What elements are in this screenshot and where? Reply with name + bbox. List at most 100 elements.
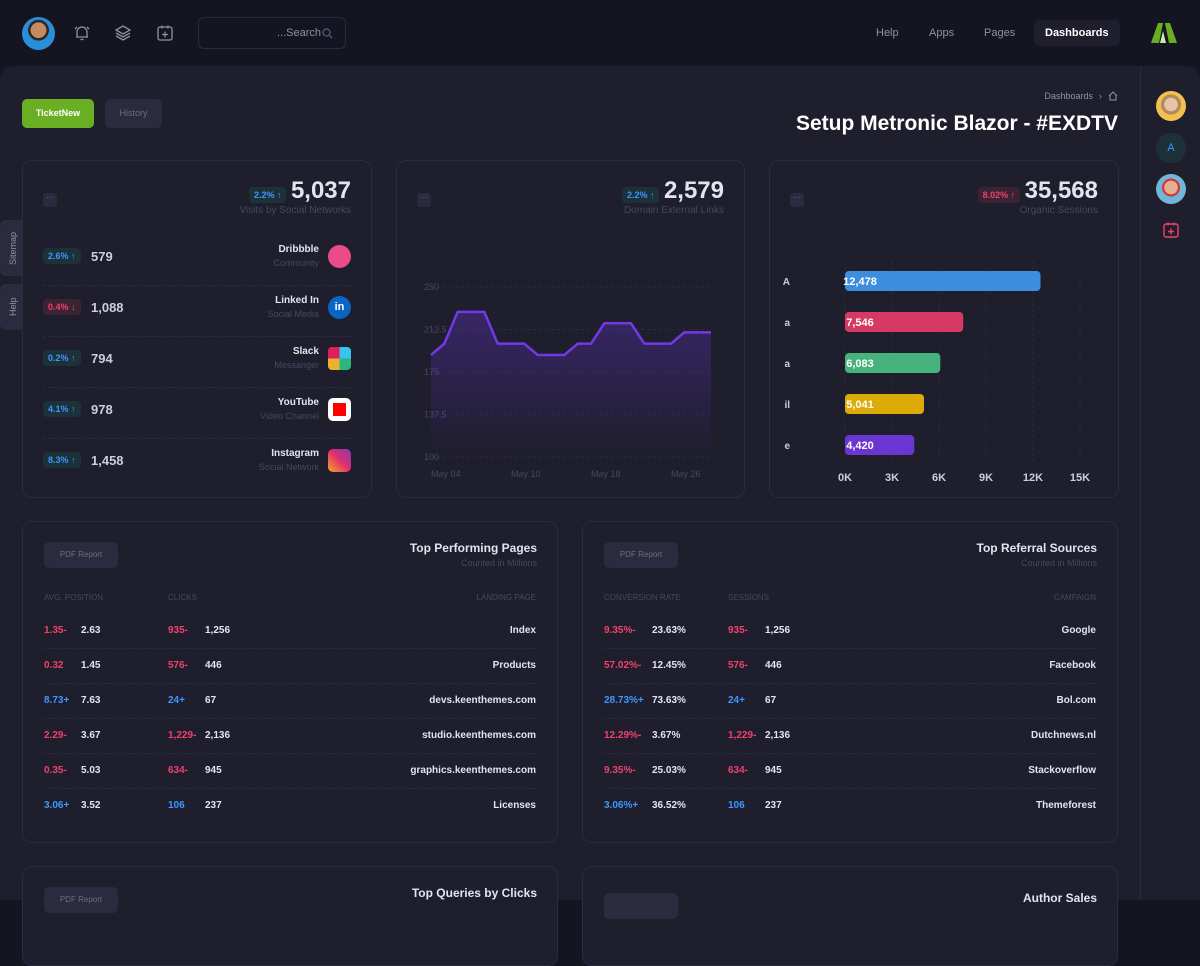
table-row[interactable]: 12.29%- 3.67% 1,229- 2,136 Dutchnews.nl <box>604 719 1096 754</box>
instagram-icon[interactable] <box>328 449 351 472</box>
breadcrumb-dashboards[interactable]: Dashboards <box>1044 91 1093 101</box>
dribbble-icon[interactable] <box>328 245 351 268</box>
row-name[interactable]: Themeforest <box>1035 800 1096 811</box>
table-row[interactable]: 57.02%- 12.45% 576- 446 Facebook <box>604 649 1096 684</box>
table-row[interactable]: 28.73%+ 73.63% 24+ 67 Bol.com <box>604 684 1096 719</box>
row-name[interactable]: Stackoverflow <box>1028 765 1096 776</box>
user-avatar[interactable] <box>22 17 55 50</box>
slack-icon[interactable] <box>328 347 351 370</box>
x-tick-label: 9K <box>979 472 993 484</box>
table-row[interactable]: 2.29- 3.67 1,229- 2,136 studio.keenthemes.co… <box>44 719 536 754</box>
bar[interactable] <box>845 353 941 373</box>
column-header[interactable]: Clicks <box>168 593 197 602</box>
bar[interactable] <box>845 435 915 455</box>
bell-icon[interactable] <box>73 24 91 42</box>
ticket-new-button[interactable]: TicketNew <box>22 99 94 128</box>
metric-value: 1,256 <box>205 625 231 636</box>
item-name[interactable]: YouTube <box>277 397 319 408</box>
row-name[interactable]: Google <box>1061 625 1096 636</box>
nav-help[interactable]: Help <box>876 27 899 39</box>
column-header[interactable]: Conversion Rate <box>604 593 681 602</box>
item-name[interactable]: Linked In <box>275 295 319 306</box>
pdf-report-button[interactable]: PDF Report <box>604 542 678 568</box>
list-item[interactable]: 2.6% ↑ 579 Dribbble Community <box>43 235 351 286</box>
row-name[interactable]: Facebook <box>1049 660 1096 671</box>
more-menu-button[interactable]: ··· <box>790 193 804 207</box>
calendar-add-icon[interactable] <box>1162 221 1180 239</box>
more-menu-button[interactable]: ··· <box>43 193 57 207</box>
home-icon[interactable] <box>1108 91 1118 101</box>
change-badge: 2.2% ↑ <box>621 187 660 203</box>
metric-value: 2,136 <box>205 730 231 741</box>
column-header[interactable]: Landing Page <box>476 593 536 602</box>
list-item[interactable]: 0.2% ↑ 794 Slack Messanger <box>43 337 351 388</box>
bar[interactable] <box>845 394 924 414</box>
change-badge: 8.02% ↑ <box>977 187 1021 203</box>
avatar-user-2[interactable]: A <box>1156 133 1186 163</box>
row-name[interactable]: graphics.keenthemes.com <box>410 765 536 776</box>
table-row[interactable]: 0.35- 5.03 634- 945 graphics.keenthemes.com <box>44 754 536 789</box>
category-label: e <box>784 441 790 452</box>
table-row[interactable]: 9.35%- 25.03% 634- 945 Stackoverflow <box>604 754 1096 789</box>
item-desc: Video Channel <box>260 411 319 421</box>
menu-button[interactable] <box>604 893 678 919</box>
calendar-add-icon[interactable] <box>156 24 174 42</box>
table-row[interactable]: 3.06+ 3.52 106 237 Licenses <box>44 789 536 824</box>
pdf-report-button[interactable]: PDF Report <box>44 887 118 913</box>
metric-value: 3.67 <box>81 730 101 741</box>
row-name[interactable]: Licenses <box>493 800 536 811</box>
table-row[interactable]: 8.73+ 7.63 24+ 67 devs.keenthemes.com <box>44 684 536 719</box>
search-input[interactable]: ...Search <box>198 17 346 49</box>
x-tick-label: 3K <box>885 472 899 484</box>
list-item[interactable]: 8.3% ↑ 1,458 Instagram Social Network <box>43 439 351 490</box>
layers-icon[interactable] <box>114 24 132 42</box>
avatar-user-1[interactable] <box>1156 91 1186 121</box>
table-row[interactable]: 3.06%+ 36.52% 106 237 Themeforest <box>604 789 1096 824</box>
youtube-icon[interactable] <box>328 398 351 421</box>
column-header[interactable]: Sessions <box>728 593 769 602</box>
list-item[interactable]: 4.1% ↑ 978 YouTube Video Channel <box>43 388 351 439</box>
item-value: 579 <box>91 249 113 264</box>
nav-apps[interactable]: Apps <box>929 27 955 39</box>
bar[interactable] <box>845 312 964 332</box>
column-header[interactable]: Campaign <box>1053 593 1096 602</box>
row-name[interactable]: devs.keenthemes.com <box>429 695 536 706</box>
logo-icon[interactable] <box>1151 23 1177 43</box>
nav-dashboards[interactable]: Dashboards <box>1034 20 1120 46</box>
change-value: 576- <box>168 660 189 671</box>
change-value: 28.73%+ <box>604 695 644 706</box>
top-referral-card: PDF Report Top Referral Sources Counted in… <box>582 521 1118 843</box>
column-header[interactable]: Avg. Position <box>44 593 103 602</box>
linkedin-icon[interactable]: in <box>328 296 351 319</box>
change-value: 576- <box>728 660 749 671</box>
row-name[interactable]: Products <box>492 660 536 671</box>
avatar-user-3[interactable] <box>1156 174 1186 204</box>
row-name[interactable]: Bol.com <box>1056 695 1096 706</box>
change-value: 24+ <box>168 695 185 706</box>
metric-value: 1.45 <box>81 660 101 671</box>
row-name[interactable]: Dutchnews.nl <box>1030 730 1096 741</box>
item-name[interactable]: Slack <box>292 346 319 357</box>
search-icon[interactable] <box>322 28 333 39</box>
card-subtitle: Counted in Millions <box>460 558 537 568</box>
table-row[interactable]: 9.35%- 23.63% 935- 1,256 Google <box>604 614 1096 649</box>
card-subtitle: Counted in Millions <box>1020 558 1097 568</box>
table-row[interactable]: 0.32 1.45 576- 446 Products <box>44 649 536 684</box>
change-value: 935- <box>728 625 749 636</box>
author-sales-card: Author Sales <box>582 866 1118 966</box>
list-item[interactable]: 0.4% ↓ 1,088 Linked In Social Media in <box>43 286 351 337</box>
item-name[interactable]: Instagram <box>271 448 319 459</box>
history-button[interactable]: History <box>105 99 162 128</box>
change-value: 0.35- <box>44 765 67 776</box>
table-row[interactable]: 1.35- 2.63 935- 1,256 Index <box>44 614 536 649</box>
item-name[interactable]: Dribbble <box>278 244 319 255</box>
row-name[interactable]: studio.keenthemes.com <box>422 730 536 741</box>
bar[interactable] <box>845 271 1041 291</box>
row-name[interactable]: Index <box>509 625 536 636</box>
more-menu-button[interactable]: ··· <box>417 193 431 207</box>
change-value: 3.06%+ <box>604 800 639 811</box>
change-value: 2.29- <box>44 730 67 741</box>
pdf-report-button[interactable]: PDF Report <box>44 542 118 568</box>
nav-pages[interactable]: Pages <box>984 27 1016 39</box>
